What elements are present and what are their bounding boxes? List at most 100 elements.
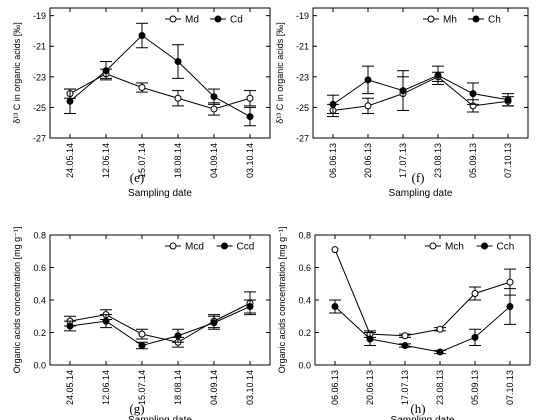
x-tick-label: 15.07.14 xyxy=(137,370,147,405)
data-point-mh xyxy=(364,102,372,110)
y-axis-label: δ¹³ C in organic acids [‰] xyxy=(12,22,22,124)
x-tick-label: 04.09.14 xyxy=(209,370,219,405)
y-tick-label: 0.2 xyxy=(33,328,46,338)
panel-label-f: (f) xyxy=(412,170,425,185)
series-line-md xyxy=(69,73,251,110)
plot-frame xyxy=(49,234,271,366)
legend-marker xyxy=(169,242,177,250)
data-point-cd xyxy=(210,93,218,101)
y-tick-label: -27 xyxy=(33,134,46,144)
x-tick-label: 06.06.13 xyxy=(330,370,340,405)
legend-marker xyxy=(221,242,228,250)
y-tick-label: -19 xyxy=(296,11,309,21)
y-tick-label: 0.0 xyxy=(298,361,311,371)
series-line-ccd xyxy=(69,306,251,347)
x-axis-label: Sampling date xyxy=(391,415,455,420)
data-point-ccd xyxy=(210,319,218,327)
legend-marker xyxy=(169,15,177,23)
x-tick-label: 07.10.13 xyxy=(505,370,515,405)
y-tick-label: -21 xyxy=(296,42,309,52)
x-axis-label: Sampling date xyxy=(389,188,453,199)
y-tick-label: 0.6 xyxy=(298,263,311,273)
data-point-cd xyxy=(102,67,110,75)
plot-frame xyxy=(314,234,531,366)
legend-label: Ccd xyxy=(237,242,255,253)
x-tick-label: 05.09.13 xyxy=(470,370,480,405)
data-point-mch xyxy=(401,332,409,340)
x-tick-label: 03.10.14 xyxy=(245,143,255,178)
legend-label: Ch xyxy=(488,15,501,26)
data-point-cch xyxy=(506,303,514,310)
chart-panel-h: 0.0 0.2 0.4 0.6 0.8 06.06.13 20.06.13 17.07.13 2… xyxy=(277,227,531,420)
x-tick-label: 24.05.14 xyxy=(65,370,75,405)
y-axis-label: Organic acids concentration [mg g⁻¹] xyxy=(12,227,22,374)
y-tick-label: 0.8 xyxy=(298,231,311,241)
x-tick-label: 07.10.13 xyxy=(503,143,513,178)
data-point-ccd xyxy=(138,342,146,349)
series-line-ch xyxy=(332,74,509,105)
data-point-ch xyxy=(329,100,337,108)
y-tick-label: -27 xyxy=(296,134,309,144)
y-tick-label: 0.4 xyxy=(298,296,311,306)
data-point-ch xyxy=(364,76,372,84)
y-tick-label: 0.2 xyxy=(298,328,311,338)
data-point-mcd xyxy=(138,330,146,338)
x-tick-label: 06.06.13 xyxy=(328,143,338,178)
legend-label: Mh xyxy=(443,15,457,26)
data-point-md xyxy=(246,94,254,102)
x-tick-label: 20.06.13 xyxy=(365,370,375,405)
x-tick-label: 15.07.14 xyxy=(137,143,147,178)
legend-marker xyxy=(472,15,480,23)
series-line-mch xyxy=(334,249,511,337)
data-point-cch xyxy=(471,333,479,341)
x-tick-label: 23.08.13 xyxy=(435,370,445,405)
series-line-mh xyxy=(332,76,509,111)
chart-panel-e: -19 -21 -23 -25 -27 24.05.14 12.06.14 15.07.14 1… xyxy=(12,7,271,199)
data-point-mch xyxy=(506,278,514,286)
data-point-cch xyxy=(366,335,374,343)
x-tick-label: 20.06.13 xyxy=(363,143,373,178)
legend-marker xyxy=(427,15,435,23)
x-tick-label: 04.09.14 xyxy=(209,143,219,178)
data-point-md xyxy=(174,94,182,102)
data-point-mch xyxy=(471,290,479,297)
legend-label: Mch xyxy=(445,242,464,253)
data-point-cch xyxy=(331,303,339,310)
x-tick-label: 12.06.14 xyxy=(101,370,111,405)
data-point-ch xyxy=(504,96,512,104)
y-axis-label: Organic acids concentration [mg g⁻¹] xyxy=(277,227,287,374)
x-tick-label: 03.10.14 xyxy=(245,370,255,405)
y-tick-label: -23 xyxy=(296,72,309,82)
plot-frame xyxy=(312,7,529,139)
data-point-mch xyxy=(436,325,444,333)
data-point-ch xyxy=(434,71,442,79)
data-point-ccd xyxy=(174,332,182,340)
legend-label: Cch xyxy=(497,242,515,253)
x-tick-label: 18.08.14 xyxy=(173,370,183,405)
y-tick-label: -19 xyxy=(33,11,46,21)
legend-label: Mcd xyxy=(185,242,204,253)
y-tick-label: -23 xyxy=(33,72,46,82)
x-tick-label: 05.09.13 xyxy=(468,143,478,178)
x-tick-label: 12.06.14 xyxy=(101,143,111,178)
chart-panel-f: -19 -21 -23 -25 -27 06.06.13 20.06.13 17.07.13 2… xyxy=(275,7,529,199)
x-tick-label: 17.07.13 xyxy=(398,143,408,178)
legend-label: Md xyxy=(185,15,199,26)
legend-label: Cd xyxy=(230,15,243,26)
y-tick-label: -25 xyxy=(33,103,46,113)
x-tick-label: 23.08.13 xyxy=(433,143,443,178)
y-tick-label: -25 xyxy=(296,103,309,113)
data-point-cd xyxy=(138,32,146,40)
y-tick-label: 0.6 xyxy=(33,263,46,273)
x-tick-label: 18.08.14 xyxy=(173,143,183,178)
x-tick-label: 24.05.14 xyxy=(65,143,75,178)
data-point-md xyxy=(210,105,218,113)
y-tick-label: 0.0 xyxy=(33,361,46,371)
data-point-mch xyxy=(331,246,339,254)
y-tick-label: 0.8 xyxy=(33,231,46,241)
data-point-cd xyxy=(246,113,254,121)
legend-marker xyxy=(214,15,222,23)
legend-marker xyxy=(429,242,437,250)
data-point-cd xyxy=(174,58,182,66)
